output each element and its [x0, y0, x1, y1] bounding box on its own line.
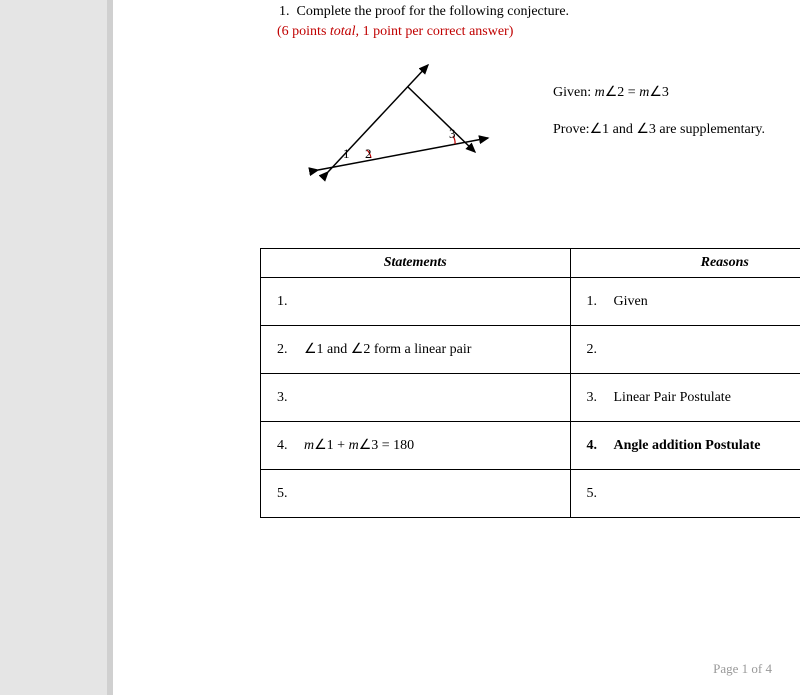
- row-num: 1.: [277, 294, 297, 310]
- given-n1: 2 =: [617, 85, 639, 100]
- row-num: 2.: [587, 342, 607, 358]
- reason-cell: 4. Angle addition Postulate: [570, 422, 800, 470]
- statement-cell: 1.: [261, 278, 571, 326]
- reason-text: Linear Pair Postulate: [614, 390, 731, 405]
- prove-label: Prove:: [553, 122, 590, 137]
- points-italic: total,: [330, 24, 359, 39]
- diagram-label-2: 2: [365, 146, 372, 161]
- given-prove-block: Given: m∠2 = m∠3 Prove:∠1 and ∠3 are sup…: [553, 80, 765, 154]
- page-content: 1. Complete the proof for the following …: [113, 0, 800, 695]
- points-prefix: (6 points: [277, 24, 330, 39]
- prove-row: Prove:∠1 and ∠3 are supplementary.: [553, 117, 765, 142]
- row-num: 3.: [277, 390, 297, 406]
- points-rest: 1 point per correct answer): [359, 24, 513, 39]
- diagram-svg: 1 2 3: [303, 60, 503, 190]
- given-row: Given: m∠2 = m∠3: [553, 80, 765, 105]
- prove-n2: 3 are supplementary.: [649, 122, 765, 137]
- diagram-label-1: 1: [343, 146, 350, 161]
- points-line: (6 points total, 1 point per correct ans…: [277, 24, 513, 40]
- given-label: Given:: [553, 85, 595, 100]
- reason-text: Angle addition Postulate: [614, 438, 761, 453]
- reason-cell: 3. Linear Pair Postulate: [570, 374, 800, 422]
- given-angle2: ∠: [649, 85, 662, 100]
- header-statements: Statements: [261, 249, 571, 278]
- reason-cell: 5.: [570, 470, 800, 518]
- reason-text: Given: [614, 294, 648, 309]
- statement-cell: 5.: [261, 470, 571, 518]
- question-number: 1.: [279, 4, 290, 19]
- statement-text: m∠1 + m∠3 = 180: [304, 438, 414, 453]
- given-n2: 3: [662, 85, 669, 100]
- given-m1: m: [595, 85, 605, 100]
- proof-table: Statements Reasons 1. 1. Given 2. ∠1 and…: [260, 248, 800, 518]
- row-num: 4.: [277, 438, 297, 454]
- table-row: 1. 1. Given: [261, 278, 800, 326]
- given-angle1: ∠: [605, 85, 618, 100]
- angle-diagram: 1 2 3: [303, 60, 503, 190]
- statement-text: ∠1 and ∠2 form a linear pair: [304, 342, 471, 357]
- reason-cell: 2.: [570, 326, 800, 374]
- row-num: 1.: [587, 294, 607, 310]
- reason-cell: 1. Given: [570, 278, 800, 326]
- statement-cell: 2. ∠1 and ∠2 form a linear pair: [261, 326, 571, 374]
- table-row: 3. 3. Linear Pair Postulate: [261, 374, 800, 422]
- row-num: 5.: [277, 486, 297, 502]
- statement-cell: 4. m∠1 + m∠3 = 180: [261, 422, 571, 470]
- question-header: 1. Complete the proof for the following …: [279, 4, 569, 20]
- diagram-label-3: 3: [449, 126, 456, 141]
- row-num: 3.: [587, 390, 607, 406]
- table-row: 2. ∠1 and ∠2 form a linear pair 2.: [261, 326, 800, 374]
- prove-n1: 1 and: [602, 122, 636, 137]
- given-m2: m: [639, 85, 649, 100]
- table-row: 5. 5.: [261, 470, 800, 518]
- header-reasons: Reasons: [570, 249, 800, 278]
- table-row: 4. m∠1 + m∠3 = 180 4. Angle addition Pos…: [261, 422, 800, 470]
- prove-angle2: ∠: [636, 122, 649, 137]
- page-number: Page 1 of 4: [713, 661, 772, 677]
- row-num: 2.: [277, 342, 297, 358]
- row-num: 5.: [587, 486, 607, 502]
- sidebar-margin: [0, 0, 107, 695]
- statement-cell: 3.: [261, 374, 571, 422]
- row-num: 4.: [587, 438, 607, 454]
- question-text: Complete the proof for the following con…: [297, 4, 570, 19]
- prove-angle1: ∠: [590, 122, 603, 137]
